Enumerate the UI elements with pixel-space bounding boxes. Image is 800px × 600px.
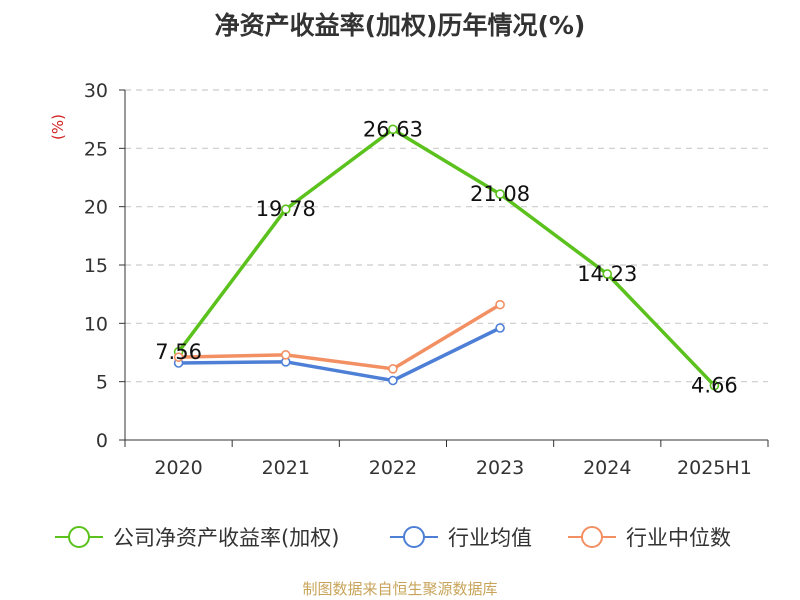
y-tick-label: 5 bbox=[96, 372, 108, 394]
data-point-2 bbox=[173, 352, 184, 362]
data-label: 21.08 bbox=[470, 182, 530, 206]
x-tick-label: 2025H1 bbox=[677, 457, 752, 479]
x-tick-label: 2020 bbox=[154, 457, 202, 479]
series-line-1 bbox=[178, 326, 501, 383]
data-label: 4.66 bbox=[691, 374, 738, 398]
data-point-2 bbox=[388, 364, 398, 374]
data-point-1 bbox=[388, 375, 398, 386]
data-point-0 bbox=[709, 380, 720, 391]
chart-title: 净资产收益率(加权)历年情况(%) bbox=[214, 11, 586, 40]
legend-swatch-marker bbox=[581, 526, 603, 548]
y-axis-label: (%) bbox=[49, 114, 67, 140]
data-label: 19.78 bbox=[256, 197, 316, 221]
data-point-1 bbox=[495, 323, 505, 333]
source-note: 制图数据来自恒生聚源数据库 bbox=[302, 580, 498, 598]
legend-swatch-marker bbox=[68, 526, 90, 548]
y-tick-label: 0 bbox=[96, 430, 108, 452]
data-point-0 bbox=[280, 204, 291, 215]
legend-label: 行业均值 bbox=[448, 526, 532, 550]
series-line-2 bbox=[178, 303, 501, 371]
data-label: 26.63 bbox=[363, 117, 423, 141]
data-point-0 bbox=[495, 189, 505, 199]
legend-swatch-marker bbox=[403, 526, 425, 548]
y-tick-label: 20 bbox=[84, 197, 108, 219]
data-label: 14.23 bbox=[577, 262, 637, 286]
data-label: 7.56 bbox=[155, 340, 202, 364]
data-point-2 bbox=[280, 350, 291, 360]
x-tick-label: 2024 bbox=[583, 457, 631, 479]
y-tick-label: 10 bbox=[84, 313, 108, 335]
data-point-2 bbox=[495, 299, 505, 310]
x-tick-label: 2022 bbox=[369, 457, 417, 479]
series-line-0 bbox=[177, 127, 716, 387]
x-tick-label: 2023 bbox=[476, 457, 524, 479]
legend-label: 行业中位数 bbox=[626, 526, 731, 550]
y-tick-label: 30 bbox=[84, 80, 108, 102]
legend-label: 公司净资产收益率(加权) bbox=[113, 526, 339, 550]
y-tick-label: 25 bbox=[84, 138, 108, 160]
data-point-0 bbox=[388, 124, 398, 135]
data-point-0 bbox=[602, 269, 613, 279]
x-tick-label: 2021 bbox=[262, 457, 310, 479]
y-tick-label: 15 bbox=[84, 255, 108, 277]
